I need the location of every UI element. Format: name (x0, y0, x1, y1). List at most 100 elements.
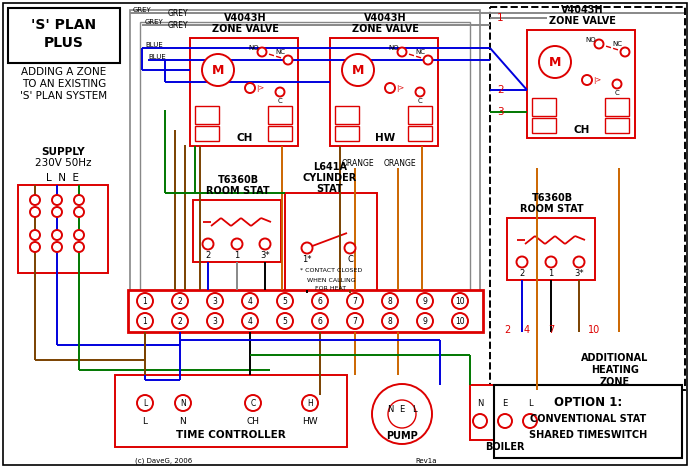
Text: |>: |> (593, 76, 601, 83)
Text: 7: 7 (548, 325, 554, 335)
Circle shape (74, 207, 84, 217)
Text: GREY: GREY (168, 8, 188, 17)
Circle shape (415, 88, 424, 96)
Text: CYLINDER: CYLINDER (303, 173, 357, 183)
Circle shape (137, 395, 153, 411)
Text: * CONTACT CLOSED: * CONTACT CLOSED (300, 269, 362, 273)
Text: HEATING: HEATING (591, 365, 639, 375)
Bar (285, 193, 377, 293)
Circle shape (417, 293, 433, 309)
Circle shape (172, 313, 188, 329)
Text: ORANGE: ORANGE (342, 159, 374, 168)
Circle shape (232, 239, 242, 249)
Circle shape (52, 230, 62, 240)
Text: Rev1a: Rev1a (415, 458, 437, 464)
Text: 3: 3 (213, 297, 217, 306)
Circle shape (498, 414, 512, 428)
Circle shape (30, 242, 40, 252)
Text: 4: 4 (248, 297, 253, 306)
Circle shape (242, 293, 258, 309)
Text: T6360B: T6360B (531, 193, 573, 203)
Text: C: C (615, 90, 620, 96)
Text: STAT: STAT (317, 184, 344, 194)
Text: E: E (502, 398, 508, 408)
Circle shape (372, 384, 432, 444)
Circle shape (175, 395, 191, 411)
Bar (130, 10, 480, 323)
Text: 230V 50Hz: 230V 50Hz (34, 158, 91, 168)
Text: CONVENTIONAL STAT: CONVENTIONAL STAT (530, 414, 646, 424)
Text: SHARED TIMESWITCH: SHARED TIMESWITCH (529, 430, 647, 440)
Text: TIME CONTROLLER: TIME CONTROLLER (176, 430, 286, 440)
Text: PUMP: PUMP (386, 431, 418, 441)
Text: FOR HEAT: FOR HEAT (315, 286, 346, 292)
Text: C: C (250, 398, 255, 408)
Text: 1*: 1* (302, 256, 312, 264)
Text: 3: 3 (497, 107, 504, 117)
Text: HW: HW (375, 133, 395, 143)
Circle shape (344, 242, 355, 254)
Bar (140, 22, 470, 322)
Text: 3: 3 (213, 316, 217, 326)
Bar (8, 8, 120, 63)
Circle shape (277, 313, 293, 329)
Text: CH: CH (246, 417, 259, 425)
Text: L: L (143, 417, 148, 425)
Circle shape (74, 195, 84, 205)
Text: 2: 2 (177, 297, 182, 306)
Circle shape (573, 256, 584, 268)
Text: BLUE: BLUE (148, 54, 166, 60)
Text: WHEN CALLING: WHEN CALLING (306, 278, 355, 283)
Circle shape (312, 313, 328, 329)
Circle shape (539, 46, 571, 78)
Text: (c) DaveG, 2006: (c) DaveG, 2006 (135, 458, 193, 464)
Text: 10: 10 (455, 316, 465, 326)
Bar (408, 126, 432, 141)
Text: 8: 8 (388, 297, 393, 306)
Circle shape (382, 313, 398, 329)
Text: L  N  E: L N E (46, 173, 79, 183)
Text: V4043H: V4043H (364, 13, 406, 23)
Text: 9: 9 (422, 316, 427, 326)
Text: GREY: GREY (133, 7, 152, 13)
Circle shape (202, 54, 234, 86)
Circle shape (207, 293, 223, 309)
Bar (605, 118, 629, 133)
Circle shape (275, 88, 284, 96)
Text: CH: CH (574, 125, 590, 135)
Bar (195, 106, 219, 124)
Text: 2: 2 (504, 325, 510, 335)
Text: ROOM STAT: ROOM STAT (520, 204, 584, 214)
Circle shape (52, 195, 62, 205)
Circle shape (137, 313, 153, 329)
Bar (335, 106, 359, 124)
Text: V4043H: V4043H (561, 5, 603, 15)
Text: L641A: L641A (313, 162, 347, 172)
Bar (268, 126, 292, 141)
Text: ORANGE: ORANGE (384, 159, 416, 168)
Circle shape (74, 242, 84, 252)
Text: OPTION 1:: OPTION 1: (554, 395, 622, 409)
Text: 2: 2 (520, 269, 524, 278)
Text: ZONE VALVE: ZONE VALVE (352, 24, 418, 34)
Text: 10: 10 (588, 325, 600, 335)
Text: NO: NO (388, 45, 400, 51)
Circle shape (52, 242, 62, 252)
Text: 9: 9 (422, 297, 427, 306)
Circle shape (582, 75, 592, 85)
Circle shape (30, 195, 40, 205)
Text: 2: 2 (497, 85, 504, 95)
Circle shape (613, 80, 622, 88)
Text: E: E (400, 404, 404, 414)
Text: 6: 6 (317, 297, 322, 306)
Circle shape (546, 256, 557, 268)
Text: 3*: 3* (574, 269, 584, 278)
Bar (268, 106, 292, 124)
Text: 2: 2 (206, 250, 210, 259)
Text: V4043H: V4043H (224, 13, 266, 23)
Circle shape (259, 239, 270, 249)
Text: NC: NC (415, 49, 425, 55)
Bar (190, 38, 298, 146)
Circle shape (242, 313, 258, 329)
Circle shape (452, 293, 468, 309)
